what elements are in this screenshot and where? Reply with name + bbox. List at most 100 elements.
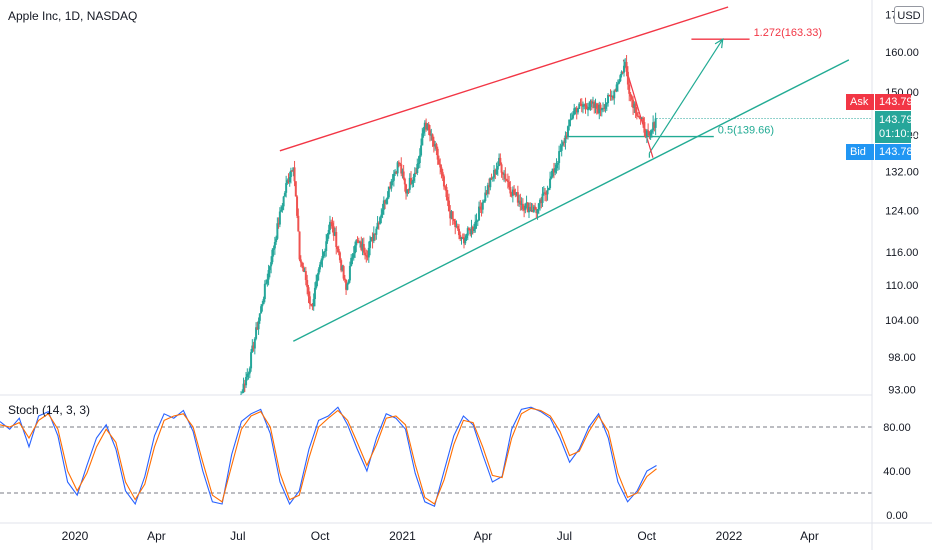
candle-down — [593, 102, 596, 108]
candle-up — [267, 270, 270, 280]
candle-up — [496, 166, 499, 170]
price-tick-label: 98.00 — [888, 352, 916, 364]
candle-down — [306, 280, 309, 288]
candle-down — [308, 296, 311, 304]
candle-up — [390, 181, 393, 189]
time-tick-label: Oct — [311, 529, 330, 543]
candle-down — [599, 104, 602, 110]
candle-up — [396, 162, 399, 174]
candle-up — [465, 235, 468, 239]
bid-label: Bid — [846, 144, 874, 160]
stoch-tick-label: 0.00 — [886, 510, 907, 522]
candle-down — [437, 159, 440, 165]
candle-up — [315, 281, 318, 288]
candle-up — [288, 177, 291, 183]
candle-up — [525, 202, 528, 204]
time-tick-label: Oct — [637, 529, 656, 543]
candle-up — [272, 248, 275, 250]
candle-up — [271, 249, 274, 263]
bid-price-tag: 143.78 — [875, 144, 913, 160]
candle-up — [422, 129, 425, 134]
candle-up — [325, 241, 328, 251]
candle-down — [442, 176, 445, 187]
candle-up — [503, 173, 506, 175]
candle-up — [275, 238, 278, 243]
candle-down — [563, 142, 566, 144]
candle-up — [270, 262, 273, 267]
candle-down — [439, 164, 442, 168]
candle-up — [426, 124, 429, 130]
candle-down — [603, 108, 606, 110]
candle-down — [397, 162, 400, 164]
candle-down — [535, 209, 538, 214]
currency-button[interactable]: USD — [894, 6, 924, 24]
candle-down — [529, 206, 532, 211]
candle-up — [411, 181, 414, 184]
candle-up — [261, 304, 264, 307]
candle-up — [578, 103, 581, 109]
candle-up — [262, 298, 265, 305]
candle-down — [377, 222, 380, 224]
candle-up — [387, 186, 390, 198]
candle-up — [312, 299, 315, 307]
candle-up — [620, 71, 623, 76]
candle-up — [576, 108, 579, 113]
candle-down — [296, 196, 299, 216]
candle-up — [481, 202, 484, 210]
candle-up — [258, 313, 261, 321]
candle-down — [634, 103, 637, 113]
candle-down — [374, 233, 377, 235]
candle-up — [588, 106, 591, 110]
candle-up — [386, 197, 389, 200]
candle-up — [546, 190, 549, 195]
time-tick-label: 2021 — [389, 529, 416, 543]
candle-up — [554, 168, 557, 173]
candle-up — [484, 192, 487, 202]
candle-up — [351, 257, 354, 259]
ask-price-tag: 143.79 — [875, 94, 913, 110]
candle-up — [549, 178, 552, 188]
candle-up — [391, 180, 394, 182]
candle-down — [338, 252, 341, 261]
candle-up — [547, 187, 550, 191]
candle-up — [246, 373, 249, 377]
candle-up — [289, 170, 292, 178]
candle-down — [425, 122, 428, 130]
candle-down — [540, 199, 543, 203]
candle-up — [583, 104, 586, 106]
candle-up — [633, 103, 636, 108]
candle-down — [461, 237, 464, 239]
candle-up — [594, 103, 597, 108]
candle-up — [241, 392, 244, 394]
candle-down — [625, 61, 628, 72]
candle-down — [362, 244, 365, 253]
candle-up — [470, 226, 473, 235]
candle-up — [326, 234, 329, 242]
candle-down — [510, 193, 513, 196]
candle-up — [568, 119, 571, 127]
candle-down — [459, 235, 462, 239]
candle-down — [469, 230, 472, 235]
candle-up — [369, 240, 372, 248]
candle-down — [311, 305, 314, 307]
candle-down — [356, 240, 359, 242]
candle-down — [360, 241, 363, 250]
candle-down — [445, 186, 448, 198]
candle-down — [293, 167, 296, 182]
candle-up — [250, 352, 253, 369]
indicator-title[interactable]: Stoch (14, 3, 3) — [8, 403, 91, 417]
candle-down — [451, 211, 454, 220]
candle-up — [285, 183, 288, 193]
candle-down — [456, 226, 459, 229]
candle-down — [608, 94, 611, 96]
candle-down — [310, 303, 313, 306]
candle-up — [316, 274, 319, 282]
candle-up — [520, 203, 523, 205]
price-tick-label: 132.00 — [885, 167, 919, 179]
candle-down — [653, 122, 656, 128]
candle-up — [566, 126, 569, 137]
candle-down — [612, 95, 615, 99]
